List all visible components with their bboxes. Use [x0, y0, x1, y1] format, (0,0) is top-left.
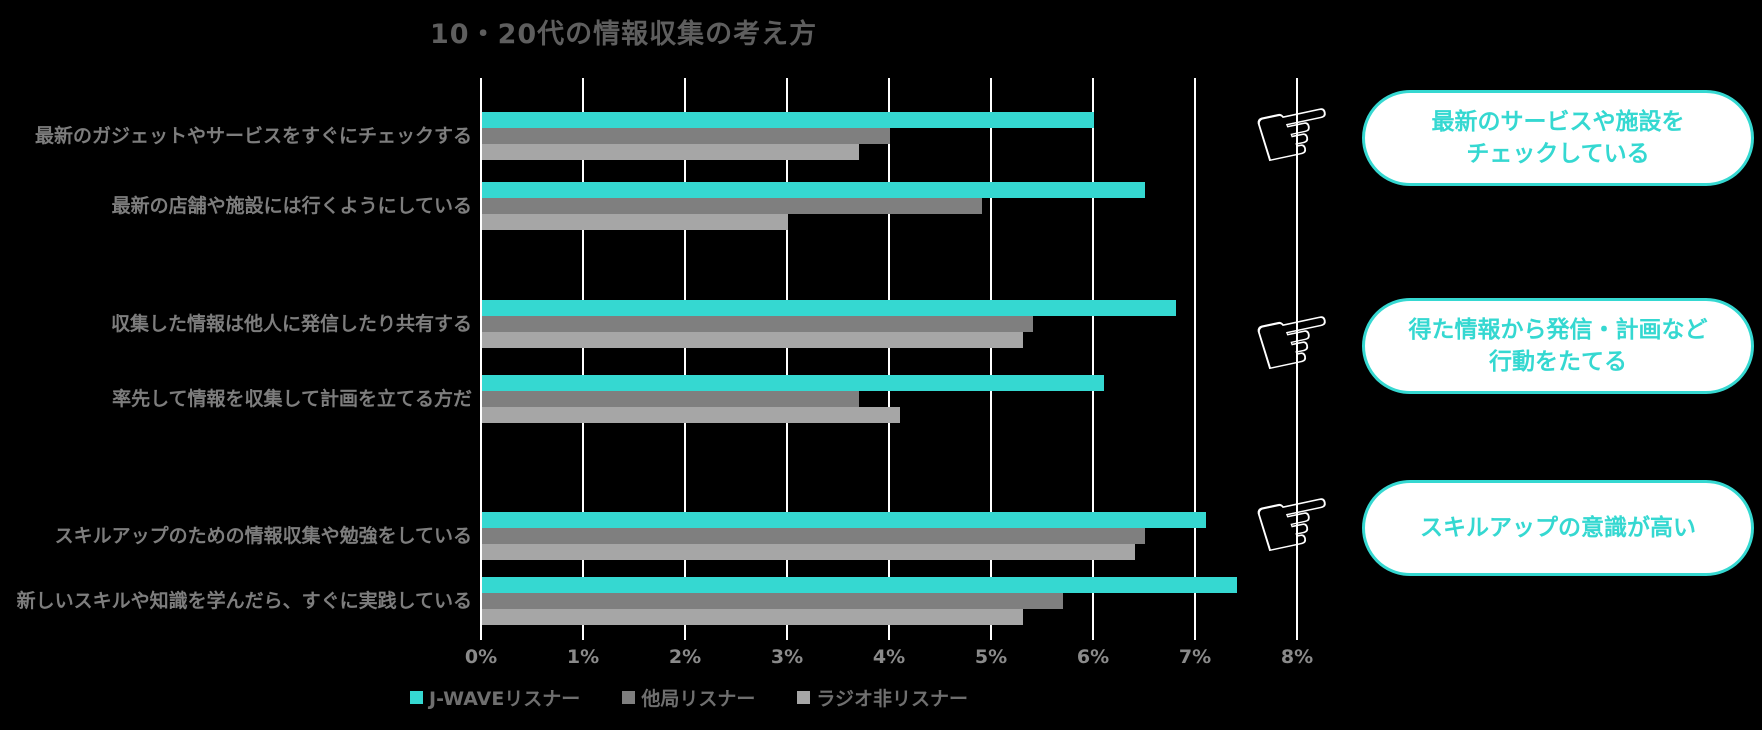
gridline	[1296, 78, 1298, 640]
bar-non-radio	[482, 332, 1023, 348]
category-label: スキルアップのための情報収集や勉強をしている	[54, 525, 472, 547]
bar-jwave	[482, 112, 1094, 128]
bar-jwave	[482, 182, 1145, 198]
legend-label: J-WAVEリスナー	[429, 688, 581, 710]
callout: 最新のサービスや施設を チェックしている	[1362, 90, 1754, 186]
callout-text-line: チェックしている	[1466, 141, 1650, 167]
x-axis-tick: 2%	[668, 646, 702, 668]
callout: 得た情報から発信・計画など 行動をたてる	[1362, 298, 1754, 394]
legend-label: 他局リスナー	[641, 688, 756, 710]
bar-jwave	[482, 300, 1176, 316]
gridline	[684, 78, 686, 640]
legend-swatch	[410, 691, 423, 704]
x-axis-tick: 1%	[566, 646, 600, 668]
bar-non-radio	[482, 609, 1023, 625]
category-label: 最新のガジェットやサービスをすぐにチェックする	[34, 125, 472, 147]
x-axis-tick: 8%	[1280, 646, 1314, 668]
category-label: 最新の店舗や施設には行くようにしている	[111, 195, 472, 217]
pointing-hand-icon: ☞	[1241, 460, 1348, 586]
gridline	[1194, 78, 1196, 640]
gridline	[786, 78, 788, 640]
legend-item: ラジオ非リスナー	[797, 684, 968, 711]
bar-non-radio	[482, 144, 859, 160]
gridline	[480, 78, 482, 640]
category-label: 新しいスキルや知識を学んだら、すぐに実践している	[16, 590, 472, 612]
callout-text-line: 行動をたてる	[1489, 349, 1627, 375]
x-axis-tick: 6%	[1076, 646, 1110, 668]
legend-swatch	[797, 691, 811, 704]
callout-text-line: 得た情報から発信・計画など	[1408, 317, 1708, 343]
legend-label: ラジオ非リスナー	[816, 688, 968, 710]
x-axis-tick: 5%	[974, 646, 1008, 668]
bar-other-station	[482, 391, 859, 407]
gridline	[1092, 78, 1094, 640]
callout-text-line: スキルアップの意識が高い	[1420, 515, 1696, 541]
gridline	[990, 78, 992, 640]
bar-non-radio	[482, 214, 788, 230]
pointing-hand-icon: ☞	[1241, 70, 1348, 196]
bar-jwave	[482, 375, 1104, 391]
chart-title: 10・20代の情報収集の考え方	[430, 19, 818, 50]
legend-item: 他局リスナー	[622, 684, 755, 711]
gridline	[888, 78, 890, 640]
bar-other-station	[482, 593, 1063, 609]
bar-non-radio	[482, 407, 900, 423]
category-label: 収集した情報は他人に発信したり共有する	[110, 313, 472, 335]
x-axis-tick: 7%	[1178, 646, 1212, 668]
bar-other-station	[482, 198, 982, 214]
callout: スキルアップの意識が高い	[1362, 480, 1754, 576]
pointing-hand-icon: ☞	[1241, 278, 1348, 404]
legend: J-WAVEリスナー 他局リスナー ラジオ非リスナー	[410, 684, 968, 711]
bar-other-station	[482, 316, 1033, 332]
bar-jwave	[482, 577, 1237, 593]
x-axis-tick: 3%	[770, 646, 804, 668]
bar-other-station	[482, 128, 890, 144]
bar-non-radio	[482, 544, 1135, 560]
gridline	[582, 78, 584, 640]
x-axis-tick: 4%	[872, 646, 906, 668]
legend-swatch	[622, 691, 636, 704]
category-label: 率先して情報を収集して計画を立てる方だ	[112, 388, 472, 410]
x-axis-tick: 0%	[464, 646, 498, 668]
callout-text-line: 最新のサービスや施設を	[1431, 109, 1685, 135]
bar-jwave	[482, 512, 1206, 528]
bar-other-station	[482, 528, 1145, 544]
legend-item: J-WAVEリスナー	[410, 684, 580, 711]
